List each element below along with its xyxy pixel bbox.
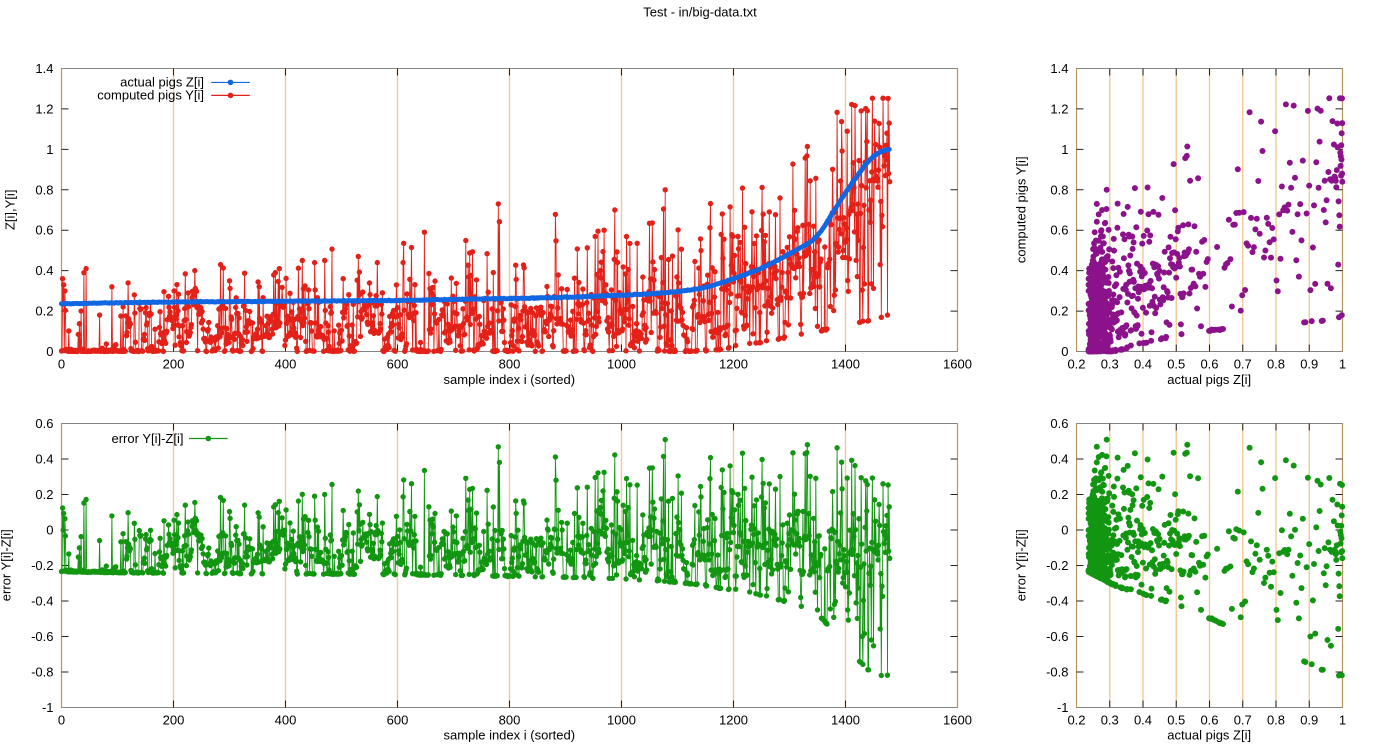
svg-text:actual pigs Z[i]: actual pigs Z[i]	[120, 75, 204, 90]
svg-text:1.2: 1.2	[35, 101, 53, 116]
svg-text:-0.2: -0.2	[31, 558, 53, 573]
svg-text:error Y[i]-Z[i]: error Y[i]-Z[i]	[1014, 529, 1029, 601]
svg-text:Test - in/big-data.txt: Test - in/big-data.txt	[643, 5, 757, 20]
svg-text:1.4: 1.4	[35, 61, 53, 76]
svg-text:400: 400	[275, 357, 297, 372]
svg-text:0.6: 0.6	[35, 416, 53, 431]
svg-text:0.4: 0.4	[35, 263, 53, 278]
svg-text:0.8: 0.8	[1050, 182, 1068, 197]
svg-text:0: 0	[46, 523, 53, 538]
svg-text:0.6: 0.6	[1200, 713, 1218, 728]
svg-text:0.4: 0.4	[35, 452, 53, 467]
svg-text:0.6: 0.6	[1050, 223, 1068, 238]
svg-text:0.8: 0.8	[1267, 357, 1285, 372]
svg-text:0: 0	[58, 357, 65, 372]
svg-text:0.9: 0.9	[1300, 357, 1318, 372]
svg-text:1000: 1000	[607, 357, 636, 372]
svg-text:-0.4: -0.4	[31, 594, 53, 609]
svg-text:0.2: 0.2	[35, 487, 53, 502]
svg-text:0.8: 0.8	[1267, 713, 1285, 728]
svg-text:1: 1	[46, 142, 53, 157]
svg-text:800: 800	[499, 357, 521, 372]
svg-text:0.6: 0.6	[1200, 357, 1218, 372]
svg-text:0.7: 0.7	[1234, 713, 1252, 728]
svg-text:1400: 1400	[831, 713, 860, 728]
svg-text:0: 0	[46, 344, 53, 359]
svg-text:-0.8: -0.8	[1046, 665, 1068, 680]
svg-text:0.3: 0.3	[1101, 713, 1119, 728]
svg-text:0: 0	[1061, 523, 1068, 538]
svg-text:computed pigs Y[i]: computed pigs Y[i]	[1014, 156, 1029, 263]
svg-text:0.4: 0.4	[1134, 713, 1152, 728]
svg-text:error Y[i]-Z[i]: error Y[i]-Z[i]	[0, 529, 14, 601]
svg-text:0.7: 0.7	[1234, 357, 1252, 372]
svg-text:Z[i],Y[i]: Z[i],Y[i]	[3, 190, 18, 230]
svg-text:600: 600	[387, 713, 409, 728]
svg-text:0.9: 0.9	[1300, 713, 1318, 728]
svg-text:-0.6: -0.6	[1046, 629, 1068, 644]
svg-text:0.3: 0.3	[1101, 357, 1119, 372]
svg-text:0.2: 0.2	[1050, 304, 1068, 319]
svg-text:1000: 1000	[607, 713, 636, 728]
svg-text:error Y[i]-Z[i]: error Y[i]-Z[i]	[112, 431, 184, 446]
svg-text:200: 200	[163, 713, 185, 728]
svg-text:0.4: 0.4	[1050, 263, 1068, 278]
svg-text:sample index i (sorted): sample index i (sorted)	[444, 372, 576, 387]
svg-text:1400: 1400	[831, 357, 860, 372]
svg-text:0: 0	[58, 713, 65, 728]
svg-text:0.6: 0.6	[35, 223, 53, 238]
svg-text:-0.2: -0.2	[1046, 558, 1068, 573]
svg-text:0.2: 0.2	[1050, 487, 1068, 502]
svg-text:600: 600	[387, 357, 409, 372]
svg-text:0.5: 0.5	[1167, 357, 1185, 372]
svg-text:1200: 1200	[719, 357, 748, 372]
svg-text:1200: 1200	[719, 713, 748, 728]
svg-text:computed pigs Y[i]: computed pigs Y[i]	[97, 88, 204, 103]
svg-text:1600: 1600	[943, 713, 972, 728]
svg-text:0.6: 0.6	[1050, 416, 1068, 431]
svg-text:0.2: 0.2	[1067, 713, 1085, 728]
svg-text:actual pigs Z[i]: actual pigs Z[i]	[1167, 372, 1251, 387]
svg-text:200: 200	[163, 357, 185, 372]
svg-text:0.5: 0.5	[1167, 713, 1185, 728]
svg-text:0.2: 0.2	[1067, 357, 1085, 372]
svg-text:1.4: 1.4	[1050, 61, 1068, 76]
svg-text:1: 1	[1339, 713, 1346, 728]
svg-text:400: 400	[275, 713, 297, 728]
svg-text:0.8: 0.8	[35, 182, 53, 197]
svg-text:1: 1	[1061, 142, 1068, 157]
svg-text:1600: 1600	[943, 357, 972, 372]
svg-text:0: 0	[1061, 344, 1068, 359]
svg-text:800: 800	[499, 713, 521, 728]
svg-text:-1: -1	[1057, 700, 1069, 715]
svg-text:1: 1	[1339, 357, 1346, 372]
svg-text:-0.8: -0.8	[31, 665, 53, 680]
svg-text:0.4: 0.4	[1134, 357, 1152, 372]
svg-text:-1: -1	[42, 700, 54, 715]
svg-text:-0.6: -0.6	[31, 629, 53, 644]
svg-text:0.4: 0.4	[1050, 452, 1068, 467]
svg-text:-0.4: -0.4	[1046, 594, 1068, 609]
svg-text:0.2: 0.2	[35, 304, 53, 319]
svg-text:actual pigs Z[i]: actual pigs Z[i]	[1167, 728, 1251, 743]
svg-text:sample index i (sorted): sample index i (sorted)	[444, 728, 576, 743]
svg-text:1.2: 1.2	[1050, 101, 1068, 116]
